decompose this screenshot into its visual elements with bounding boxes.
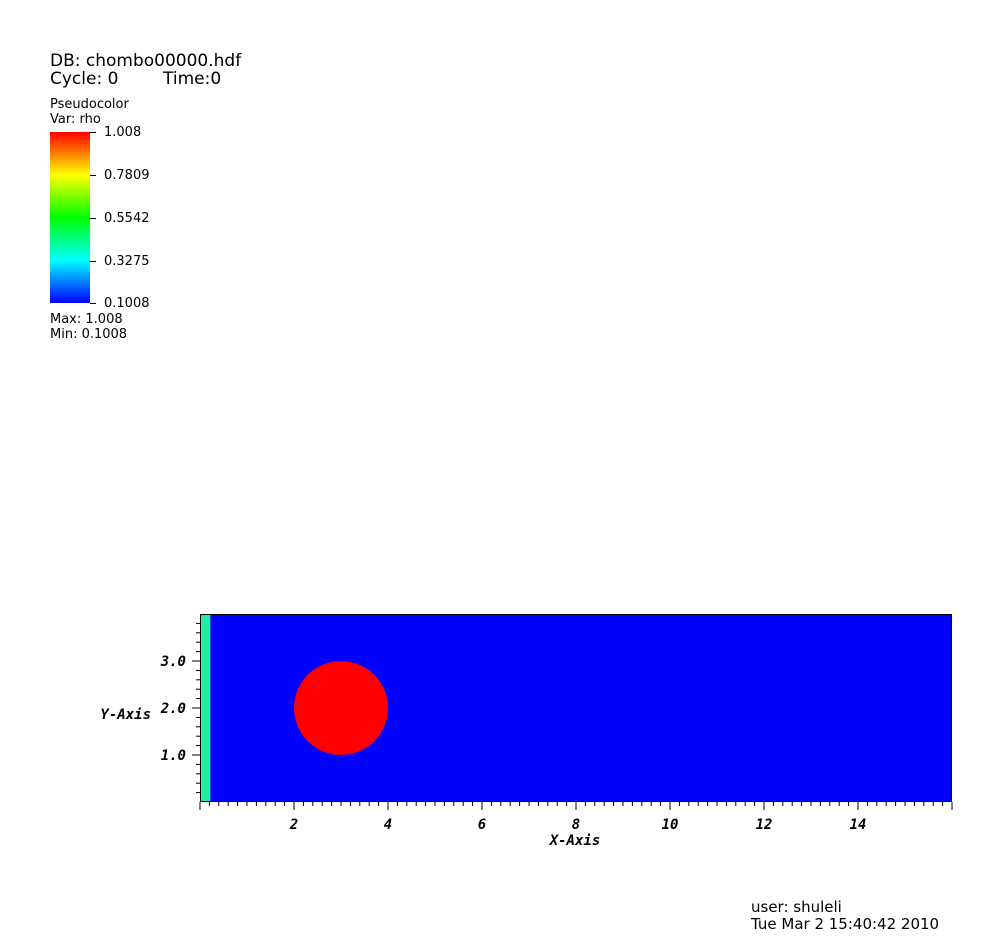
plot-border bbox=[200, 614, 952, 802]
y-axis-label: Y-Axis bbox=[100, 707, 151, 723]
time-label: Time:0 bbox=[163, 69, 222, 89]
x-tick-label: 8 bbox=[572, 817, 580, 833]
colorbar-tick-label: 0.1008 bbox=[104, 296, 150, 311]
y-tick-label: 1.0 bbox=[161, 748, 186, 764]
y-tick-label: 3.0 bbox=[160, 654, 186, 670]
date-label: Tue Mar 2 15:40:42 2010 bbox=[751, 915, 940, 933]
y-tick-label: 2.0 bbox=[160, 701, 186, 717]
x-tick-label: 2 bbox=[289, 817, 298, 833]
inflow-strip bbox=[200, 614, 211, 802]
colorbar-tick-label: 1.008 bbox=[104, 125, 142, 140]
max-value-label: Max: 1.008 bbox=[50, 312, 123, 327]
colorbar-tick-mark bbox=[90, 132, 96, 133]
colorbar-tick-mark bbox=[90, 261, 96, 262]
cycle-time-line: Cycle: 0 Time:0 bbox=[50, 69, 221, 89]
cycle-label: Cycle: 0 bbox=[50, 69, 119, 89]
colorbar bbox=[50, 132, 90, 303]
variable-label: Var: rho bbox=[50, 112, 101, 127]
colorbar-tick-label: 0.7809 bbox=[104, 168, 150, 183]
x-tick-label: 12 bbox=[756, 817, 773, 833]
x-tick-label: 10 bbox=[662, 817, 679, 833]
colorbar-tick-mark bbox=[90, 218, 96, 219]
plot-type-label: Pseudocolor bbox=[50, 97, 129, 112]
x-axis-label: X-Axis bbox=[549, 833, 601, 849]
colorbar-tick-mark bbox=[90, 303, 96, 304]
density-bubble bbox=[294, 661, 388, 755]
colorbar-tick-label: 0.5542 bbox=[104, 211, 150, 226]
x-tick-label: 6 bbox=[478, 817, 486, 833]
colorbar-tick-mark bbox=[90, 175, 96, 176]
min-value-label: Min: 0.1008 bbox=[50, 327, 128, 342]
database-label: DB: chombo00000.hdf bbox=[50, 51, 242, 71]
user-label: user: shuleli bbox=[751, 898, 842, 916]
x-tick-label: 14 bbox=[850, 817, 867, 833]
colorbar-tick-label: 0.3275 bbox=[104, 254, 150, 269]
x-tick-label: 4 bbox=[384, 817, 392, 833]
